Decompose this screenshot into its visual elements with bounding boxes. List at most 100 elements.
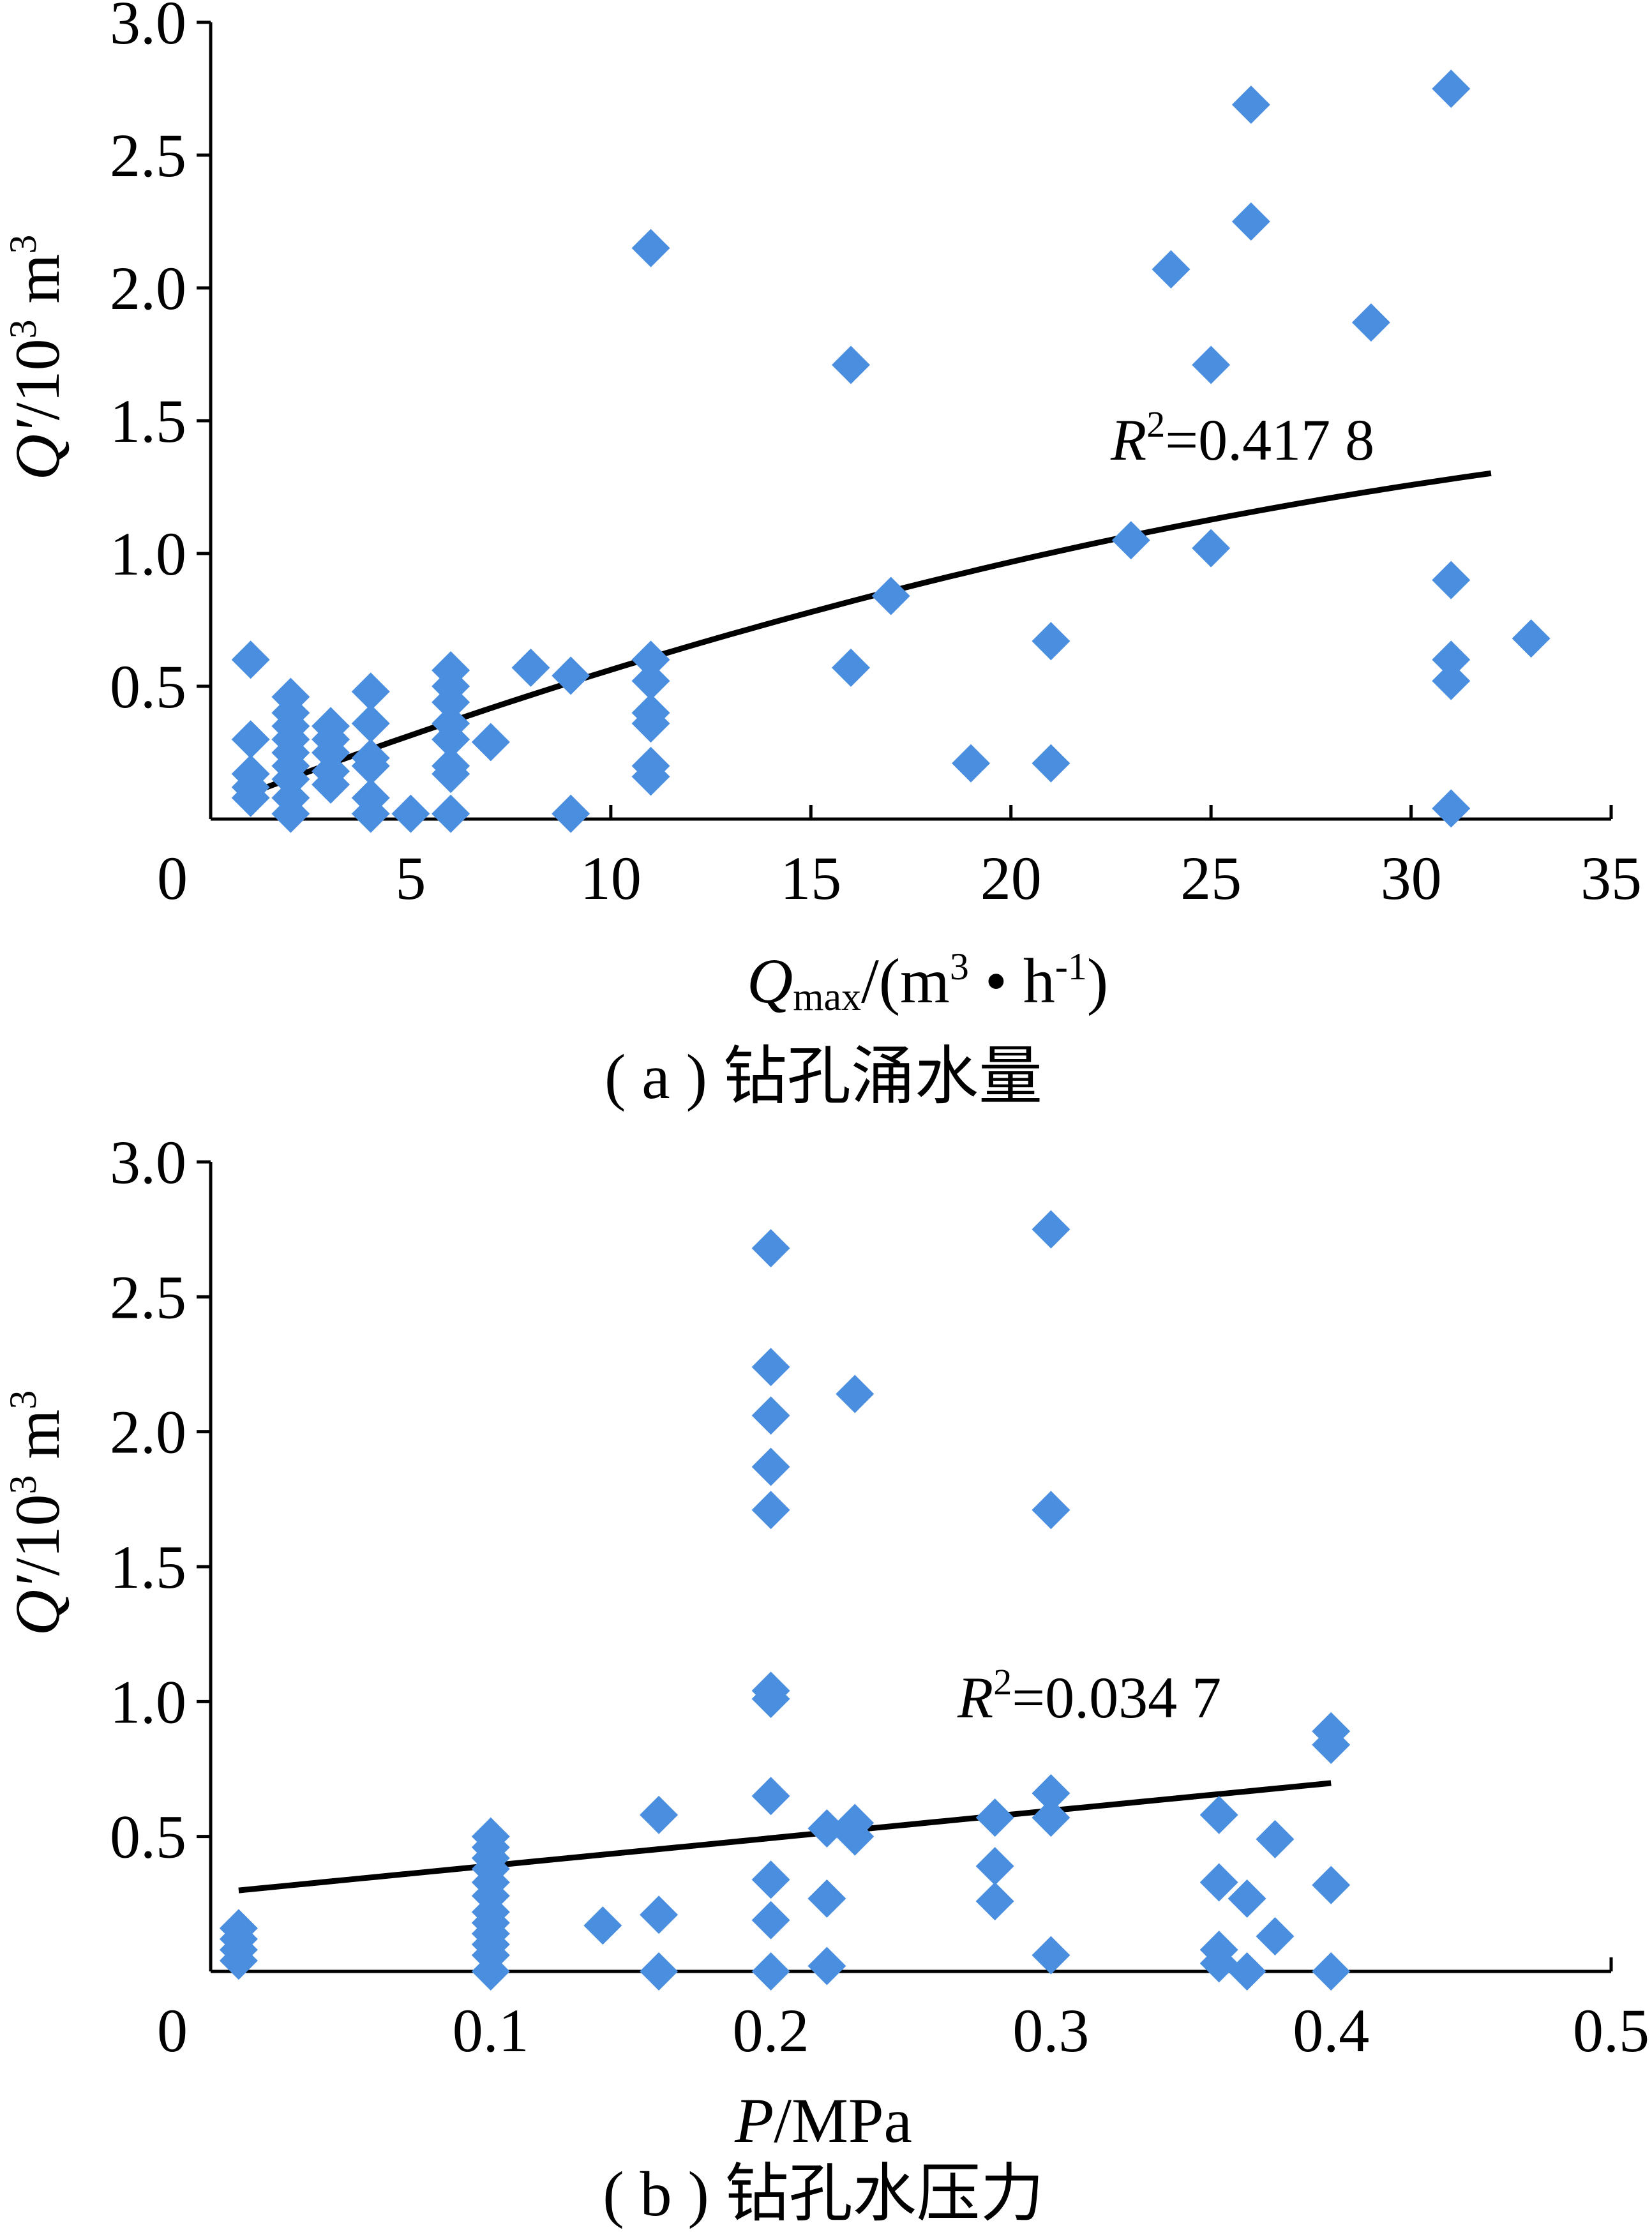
chart-b-data-point [807, 1809, 846, 1848]
chart-b-data-point [751, 1396, 790, 1435]
chart-b-y-tick-label: 1.5 [110, 1533, 186, 1601]
chart-a-y-axis-title: Q′/103 m3 [2, 235, 73, 481]
chart-b-data-point [807, 1947, 846, 1985]
chart-b-data-point [583, 1906, 622, 1945]
chart-b-data-point [975, 1882, 1014, 1921]
chart-b-data-point [975, 1847, 1014, 1886]
chart-b-x-tick-label: 0.3 [1012, 1996, 1089, 2065]
chart-b-data-point [640, 1795, 679, 1834]
chart-a-data-point [312, 765, 350, 804]
chart-b-data-point [975, 1798, 1014, 1837]
chart-b-data-point [471, 1952, 510, 1991]
chart-a-data-point [271, 794, 310, 833]
chart-b-x-ticks: 0 0.1 0.2 0.3 0.4 0.5 [157, 1957, 1649, 2065]
chart-b-r2-label: R2=0.034 7 [957, 1661, 1221, 1730]
chart-b-data-point [1032, 1936, 1070, 1975]
chart-a-data-point [1192, 345, 1231, 384]
chart-a-x-tick-label: 20 [980, 844, 1042, 912]
chart-b-data-point [751, 1447, 790, 1486]
chart-a-data-point [432, 720, 470, 759]
chart-a-data-point [351, 704, 390, 743]
chart-a-data-point [631, 661, 670, 700]
chart-b-y-ticks: 0.5 1.0 1.5 2.0 2.5 3.0 [110, 1128, 211, 1871]
chart-a-data-point [471, 723, 510, 762]
chart-a-y-ticks: 0.5 1.0 1.5 2.0 2.5 3.0 [110, 0, 211, 721]
chart-b-x-tick-label: 0.2 [733, 1996, 809, 2065]
chart-b-y-tick-label: 3.0 [110, 1128, 186, 1196]
chart-a-data-point [1432, 640, 1471, 679]
chart-a-x-axis-title: Qmax/(m3 • h-1) [747, 945, 1108, 1019]
chart-a-caption: ( a ) 钻孔涌水量 [604, 1041, 1042, 1112]
chart-b-data-point [751, 1901, 790, 1939]
chart-a-points [231, 70, 1551, 833]
chart-b-data-point [640, 1895, 679, 1934]
chart-a-x-tick-label: 10 [580, 844, 642, 912]
chart-b-data-point [751, 1860, 790, 1899]
chart-a-y-tick-label: 3.0 [110, 0, 186, 57]
chart-b-data-point [1032, 1774, 1070, 1813]
chart-a-y-tick-label: 1.5 [110, 387, 186, 455]
chart-b-data-point [751, 1777, 790, 1816]
chart-a-x-tick-label: 25 [1180, 844, 1242, 912]
chart-b-caption: ( b ) 钻孔水压力 [603, 2158, 1044, 2229]
chart-b-x-tick-label: 0.1 [453, 1996, 529, 2065]
chart-b-x-tick-label: 0 [157, 1996, 188, 2065]
chart-a-data-point [631, 704, 670, 743]
chart-b-y-tick-label: 2.5 [110, 1263, 186, 1331]
chart-b-data-point [640, 1952, 679, 1991]
chart-b-y-tick-label: 1.0 [110, 1668, 186, 1736]
chart-a-data-point [432, 794, 470, 833]
chart-b-data-point [1199, 1944, 1238, 1983]
chart-b-data-point [751, 1229, 790, 1268]
chart-a-data-point [552, 794, 590, 833]
chart-b-data-point [1199, 1863, 1238, 1902]
chart-a-data-point [552, 656, 590, 695]
chart-b-data-point [1228, 1952, 1266, 1991]
chart-a-trendline [250, 470, 1492, 796]
chart-a-data-point [1351, 303, 1390, 342]
chart-a-data-point [1432, 70, 1471, 108]
chart-b-data-point [1312, 1725, 1351, 1764]
chart-b-y-tick-label: 2.0 [110, 1398, 186, 1466]
chart-a-r2-label: R2=0.417 8 [1110, 403, 1374, 472]
chart-a-data-point [1231, 85, 1270, 124]
chart-b-data-point [1032, 1798, 1070, 1837]
chart-a-data-point [231, 720, 270, 759]
chart-b-data-point [1032, 1491, 1070, 1530]
chart-b-data-point [836, 1817, 875, 1856]
chart-a-data-point [1432, 789, 1471, 828]
chart-b-data-point [836, 1375, 875, 1413]
chart-b-y-tick-label: 0.5 [110, 1803, 186, 1871]
chart-a-data-point [511, 648, 550, 687]
chart-a-data-point [432, 682, 470, 721]
chart-b-data-point [1312, 1952, 1351, 1991]
chart-a-y-tick-label: 0.5 [110, 652, 186, 721]
chart-a-y-tick-label: 2.0 [110, 254, 186, 322]
chart-b-data-point [751, 1952, 790, 1991]
chart-a-data-point [871, 576, 910, 615]
chart-a-data-point [631, 229, 670, 267]
chart-b-data-point [751, 1348, 790, 1387]
chart-b-trendline [238, 1780, 1332, 1894]
chart-a-data-point [1032, 744, 1070, 783]
chart-a: 0 5 10 15 20 25 30 35 0.5 1.0 1.5 2.0 2.5 3.0 R2=0.4… [2, 0, 1642, 1112]
chart-a-data-point [391, 794, 430, 833]
chart-a-x-tick-label: 0 [157, 844, 188, 912]
chart-a-x-tick-label: 30 [1381, 844, 1442, 912]
chart-a-data-point [631, 640, 670, 679]
chart-b-data-point [1256, 1917, 1295, 1956]
chart-a-data-point [1152, 250, 1190, 289]
chart-a-x-tick-label: 5 [395, 844, 426, 912]
chart-a-data-point [231, 640, 270, 679]
chart-b-data-point [1256, 1819, 1295, 1858]
chart-b-data-point [1199, 1795, 1238, 1834]
chart-b-data-point [751, 1491, 790, 1530]
chart-a-y-tick-label: 2.5 [110, 121, 186, 190]
chart-a-x-ticks: 0 5 10 15 20 25 30 35 [157, 805, 1642, 912]
chart-b-x-tick-label: 0.4 [1293, 1996, 1369, 2065]
chart-a-data-point [631, 757, 670, 796]
chart-a-x-tick-label: 35 [1581, 844, 1642, 912]
chart-b-x-tick-label: 0.5 [1573, 1996, 1649, 2065]
